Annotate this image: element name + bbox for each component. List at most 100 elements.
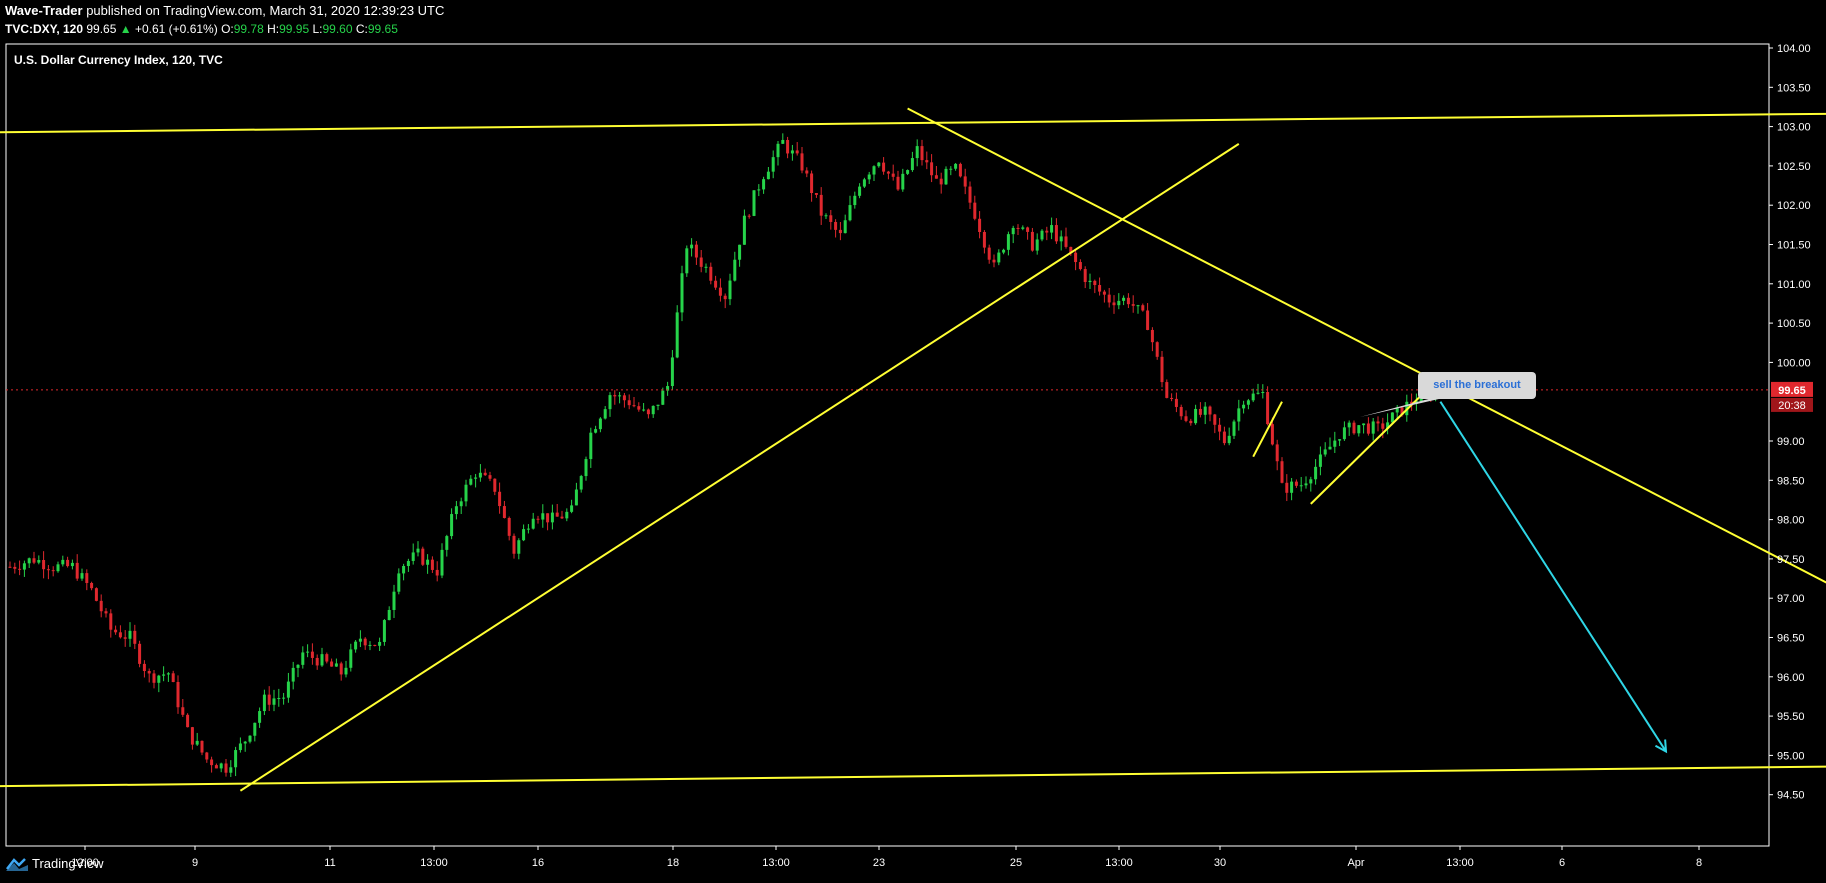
candle-body — [195, 740, 199, 745]
candle-body — [1155, 342, 1159, 357]
candle-body — [397, 573, 401, 592]
candle-body — [363, 638, 367, 646]
candle-body — [1189, 420, 1193, 424]
candle-body — [1093, 280, 1097, 286]
y-tick-label: 103.00 — [1777, 122, 1811, 134]
candle-body — [963, 176, 967, 187]
x-tick-label: 18 — [667, 857, 679, 869]
y-tick-label: 97.50 — [1777, 554, 1805, 566]
candle-body — [488, 475, 492, 479]
candle-body — [790, 150, 794, 154]
callout-pointer — [1360, 396, 1452, 417]
candle-body — [282, 697, 286, 699]
candle-body — [1285, 482, 1289, 493]
y-tick-label: 99.00 — [1777, 436, 1805, 448]
trendline-upper-channel[interactable] — [0, 107, 1826, 134]
candle-body — [786, 139, 790, 154]
x-tick-label: 9 — [192, 857, 198, 869]
author-name[interactable]: Wave-Trader — [5, 3, 83, 18]
publish-header: Wave-Trader published on TradingView.com… — [5, 3, 444, 37]
candle-body — [162, 674, 166, 676]
trendline-bear-flag-left[interactable] — [1252, 401, 1283, 458]
candle-body — [1064, 236, 1068, 247]
candle-body — [637, 406, 641, 410]
candle-body — [1357, 425, 1361, 434]
x-tick-label: 23 — [873, 857, 885, 869]
trendline-lower-channel[interactable] — [0, 759, 1826, 788]
last-price-badge-text: 99.65 — [1778, 385, 1806, 397]
candle-body — [742, 215, 746, 245]
annotation-callout[interactable]: sell the breakout — [1418, 372, 1536, 399]
candle-body — [454, 506, 458, 515]
candle-body — [1021, 227, 1025, 229]
x-tick-label: 30 — [1214, 857, 1226, 869]
candle-body — [738, 244, 742, 260]
candle-body — [66, 559, 70, 567]
candle-body — [238, 743, 242, 751]
candle-body — [819, 194, 823, 216]
candle-body — [382, 620, 386, 642]
trendline-bear-flag-right[interactable] — [1310, 385, 1432, 505]
x-axis: 12:00 9 11 13:00 16 18 13:00 23 25 13:00 30 Apr 13:0… — [71, 846, 1702, 869]
candle-body — [896, 176, 900, 190]
candle-body — [416, 548, 420, 553]
candle-body — [123, 637, 127, 639]
candle-body — [368, 644, 372, 646]
candle-body — [330, 661, 334, 667]
candle-body — [1256, 392, 1260, 394]
candle-body — [781, 139, 785, 144]
candle-body — [642, 409, 646, 411]
candle-body — [1242, 404, 1246, 409]
low-value: 99.60 — [322, 22, 353, 36]
candle-body — [181, 707, 185, 715]
candle-body — [565, 511, 569, 519]
candle-body — [46, 569, 50, 571]
candle-body — [848, 205, 852, 221]
candle-body — [522, 529, 526, 541]
target-arrow[interactable] — [1439, 401, 1667, 753]
y-tick-label: 101.50 — [1777, 240, 1811, 252]
candle-body — [1122, 297, 1126, 301]
candle-body — [762, 179, 766, 190]
candle-body — [1371, 421, 1375, 434]
candle-body — [718, 287, 722, 296]
candle-body — [1098, 285, 1102, 292]
candle-body — [910, 158, 914, 171]
candle-body — [1002, 249, 1006, 253]
candle-body — [714, 280, 718, 288]
candle-body — [272, 698, 276, 705]
y-tick-label: 103.50 — [1777, 82, 1811, 94]
candle-body — [430, 559, 434, 570]
y-tick-label: 96.00 — [1777, 672, 1805, 684]
candle-body — [339, 663, 343, 675]
candle-body — [1395, 407, 1399, 413]
x-tick-label: 13:00 — [420, 857, 448, 869]
candle-body — [1131, 304, 1135, 306]
candle-body — [589, 432, 593, 460]
trendline-rising-support[interactable] — [239, 143, 1240, 792]
candle-body — [291, 667, 295, 682]
ohlc-line: TVC:DXY, 120 99.65 ▲ +0.61 (+0.61%) O:99… — [5, 21, 444, 37]
candle-body — [1016, 227, 1020, 229]
candle-body — [646, 409, 650, 415]
candle-body — [1347, 422, 1351, 428]
candle-body — [411, 552, 415, 561]
candle-body — [1083, 269, 1087, 283]
brand-footer[interactable]: TradingView — [6, 856, 104, 871]
candle-body — [1146, 310, 1150, 330]
candle-body — [1314, 466, 1318, 480]
candle-body — [464, 484, 468, 502]
candle-body — [1184, 416, 1188, 421]
last-price: 99.65 — [86, 22, 117, 36]
candle-body — [949, 168, 953, 170]
trendline-falling-resistance[interactable] — [907, 107, 1826, 619]
candle-body — [978, 218, 982, 232]
candle-body — [1290, 481, 1294, 493]
candle-body — [104, 611, 108, 614]
trendlines-layer — [0, 107, 1826, 792]
candle-body — [1362, 423, 1366, 426]
candle-body — [229, 767, 233, 773]
candle-body — [814, 193, 818, 195]
countdown-badge — [1771, 397, 1813, 412]
